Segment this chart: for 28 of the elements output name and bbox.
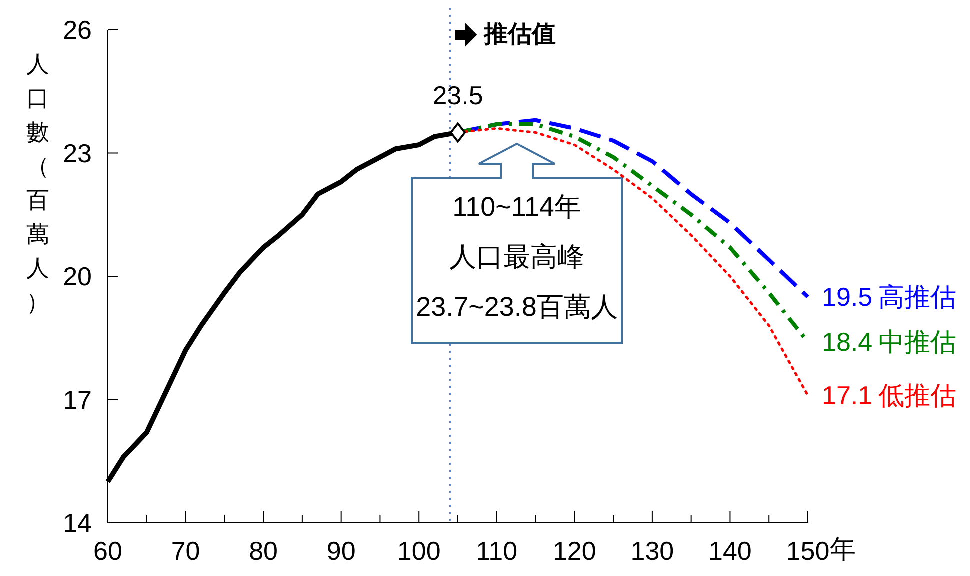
y-tick-label: 23 [63, 138, 92, 168]
text: 高推估 [878, 282, 957, 312]
x-tick-label: 110 [476, 536, 518, 566]
x-tick-label: 100 [397, 536, 441, 566]
x-tick-label: 70 [171, 536, 200, 566]
data-label: 17.1 [822, 380, 873, 411]
x-tick-label: 140 [708, 536, 752, 566]
annotation: 人口最高峰 [450, 242, 584, 272]
y-tick-label: 17 [63, 384, 92, 415]
x-tick-label: 130 [630, 536, 674, 566]
x-tick-label: 150 [786, 536, 830, 566]
annotation: 110~114年 [452, 192, 582, 222]
data-label: 23.5 [432, 80, 484, 111]
data-label: 19.5 [822, 282, 873, 312]
y-tick-label: 20 [63, 262, 92, 292]
x-tick-label: 90 [326, 536, 356, 566]
annotation: 23.7~23.8百萬人 [416, 292, 618, 322]
ref-line-label: 推估值 [483, 21, 556, 48]
data-label: 18.4 [822, 327, 873, 358]
y-tick-label: 14 [63, 508, 92, 538]
x-tick-label: 80 [249, 536, 278, 566]
y-axis-title: 人口數（百萬人） [26, 51, 50, 315]
text: 中推估 [878, 327, 957, 358]
text: 低推估 [878, 380, 957, 411]
x-tick-label: 60 [94, 536, 122, 566]
x-axis-title: 年 [830, 534, 856, 564]
x-tick-label: 120 [552, 536, 596, 566]
y-tick-label: 26 [63, 15, 92, 45]
